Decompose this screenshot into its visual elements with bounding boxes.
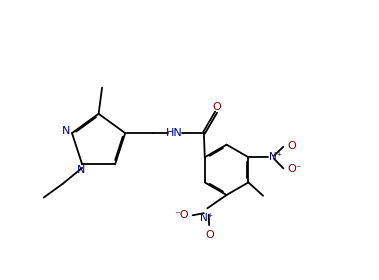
Text: N: N: [61, 126, 70, 136]
Text: O: O: [205, 230, 214, 240]
Text: O: O: [212, 102, 221, 112]
Text: O⁻: O⁻: [288, 164, 302, 174]
Text: O: O: [288, 141, 296, 151]
Text: HN: HN: [166, 128, 183, 138]
Text: N⁺: N⁺: [200, 213, 213, 223]
Text: N: N: [77, 165, 86, 175]
Text: ⁻O: ⁻O: [174, 210, 188, 220]
Text: N⁺: N⁺: [269, 151, 283, 162]
